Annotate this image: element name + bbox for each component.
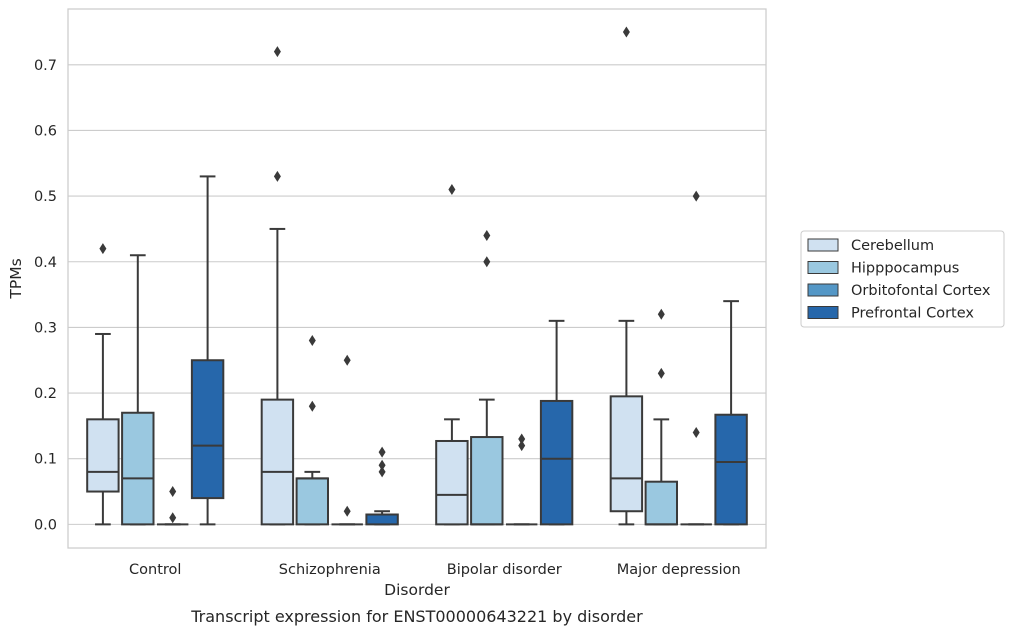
box-iqr (470, 436, 504, 526)
outlier-point (273, 170, 281, 182)
outlier-point (378, 459, 386, 471)
outlier-point (692, 190, 700, 202)
box-iqr (295, 477, 330, 526)
y-tick-label: 0.7 (34, 58, 57, 74)
box-3-1 (644, 308, 679, 526)
box-1-1 (295, 335, 330, 526)
outlier-point (657, 367, 665, 379)
outlier-point (169, 486, 177, 498)
y-tick-label: 0.6 (34, 123, 57, 139)
legend-label: Prefrontal Cortex (851, 306, 974, 322)
box-iqr (86, 418, 120, 493)
box-0-3 (190, 175, 225, 526)
outlier-point (378, 466, 386, 478)
legend[interactable]: Cerebellum Hipppocampus Orbitofontal Corte… (800, 230, 1005, 328)
y-axis-title: TPMs (7, 258, 25, 299)
outlier-point (483, 256, 491, 268)
outlier-point (518, 440, 526, 452)
outlier-point (273, 46, 281, 58)
y-tick-labels: 0.0 0.1 0.2 0.3 0.4 0.5 0.6 0.7 (34, 58, 57, 534)
box-1-3 (365, 446, 399, 526)
outlier-point (99, 243, 107, 255)
gridlines (68, 64, 766, 525)
y-tick-label: 0.0 (34, 517, 57, 533)
outlier-point (448, 184, 456, 196)
legend-item[interactable]: Hipppocampus (807, 261, 959, 277)
box-layer (86, 26, 748, 526)
outlier-point (483, 229, 491, 241)
box-iqr (435, 439, 469, 526)
y-tick-label: 0.5 (34, 189, 57, 205)
box-iqr (121, 411, 155, 526)
chart-caption: Transcript expression for ENST0000064322… (190, 607, 643, 626)
box-2-2 (505, 433, 538, 526)
y-tick-label: 0.3 (34, 320, 57, 336)
box-iqr (539, 399, 574, 526)
legend-item[interactable]: Prefrontal Cortex (807, 306, 974, 322)
box-2-0 (435, 184, 469, 526)
outlier-point (308, 400, 316, 412)
y-tick-label: 0.2 (34, 386, 57, 402)
x-tick-label: Major depression (617, 562, 741, 578)
x-axis-title: Disorder (384, 581, 450, 599)
box-iqr (714, 413, 748, 526)
box-iqr (609, 395, 644, 513)
x-tick-label: Bipolar disorder (447, 562, 562, 578)
outlier-point (622, 26, 630, 38)
legend-swatch (807, 261, 839, 274)
legend-swatch (807, 306, 839, 319)
plot-frame (67, 8, 767, 549)
box-2-3 (539, 319, 574, 526)
outlier-point (657, 308, 665, 320)
legend-item[interactable]: Orbitofontal Cortex (807, 283, 991, 299)
x-tick-label: Control (129, 562, 181, 578)
legend-item[interactable]: Cerebellum (807, 238, 934, 254)
box-3-2 (680, 190, 712, 526)
box-1-2 (331, 354, 363, 526)
box-0-0 (86, 243, 120, 526)
outlier-point (343, 354, 351, 366)
y-tick-label: 0.4 (34, 255, 57, 271)
outlier-point (169, 512, 177, 524)
box-2-1 (470, 229, 504, 526)
box-3-0 (609, 26, 644, 526)
outlier-point (343, 505, 351, 517)
legend-label: Hipppocampus (851, 261, 959, 277)
legend-label: Cerebellum (851, 238, 934, 254)
box-iqr (365, 513, 399, 526)
legend-swatch (807, 283, 839, 297)
outlier-point (692, 426, 700, 438)
box-3-3 (714, 300, 748, 526)
outlier-point (308, 335, 316, 347)
outlier-point (378, 446, 386, 458)
box-0-1 (121, 254, 155, 526)
box-iqr (190, 359, 225, 500)
legend-frame (800, 230, 1005, 328)
legend-label: Orbitofontal Cortex (851, 283, 991, 299)
legend-swatch (807, 238, 839, 252)
x-tick-label: Schizophrenia (279, 562, 381, 578)
y-tick-label: 0.1 (34, 452, 57, 468)
box-0-2 (156, 486, 189, 526)
x-tick-labels: Control Schizophrenia Bipolar disorder Majo… (129, 562, 741, 578)
box-iqr (260, 398, 295, 526)
outlier-point (518, 433, 526, 445)
box-iqr (644, 480, 679, 526)
box-1-0 (260, 46, 295, 526)
